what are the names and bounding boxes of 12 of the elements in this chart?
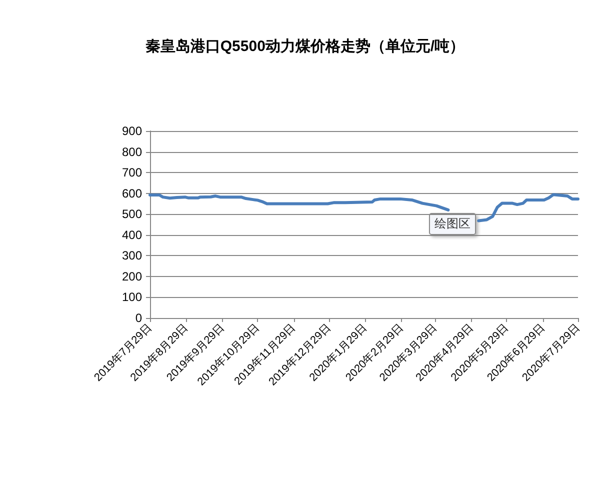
y-tick-label: 400 [122, 228, 142, 242]
y-tick-label: 100 [122, 290, 142, 304]
y-tick-label: 900 [122, 124, 142, 138]
y-tick-label: 200 [122, 269, 142, 284]
y-tick-label: 300 [122, 248, 142, 263]
y-tick-label: 500 [122, 207, 142, 222]
y-tick-label: 700 [122, 166, 142, 180]
annotation: 绘图区 [434, 216, 470, 230]
y-tick-label: 600 [122, 186, 142, 200]
y-tick-label: 0 [135, 311, 142, 325]
y-tick-label: 800 [122, 144, 142, 159]
chart-title: 秦皇岛港口Q5500动力煤价格走势（单位元/吨） [145, 38, 465, 55]
